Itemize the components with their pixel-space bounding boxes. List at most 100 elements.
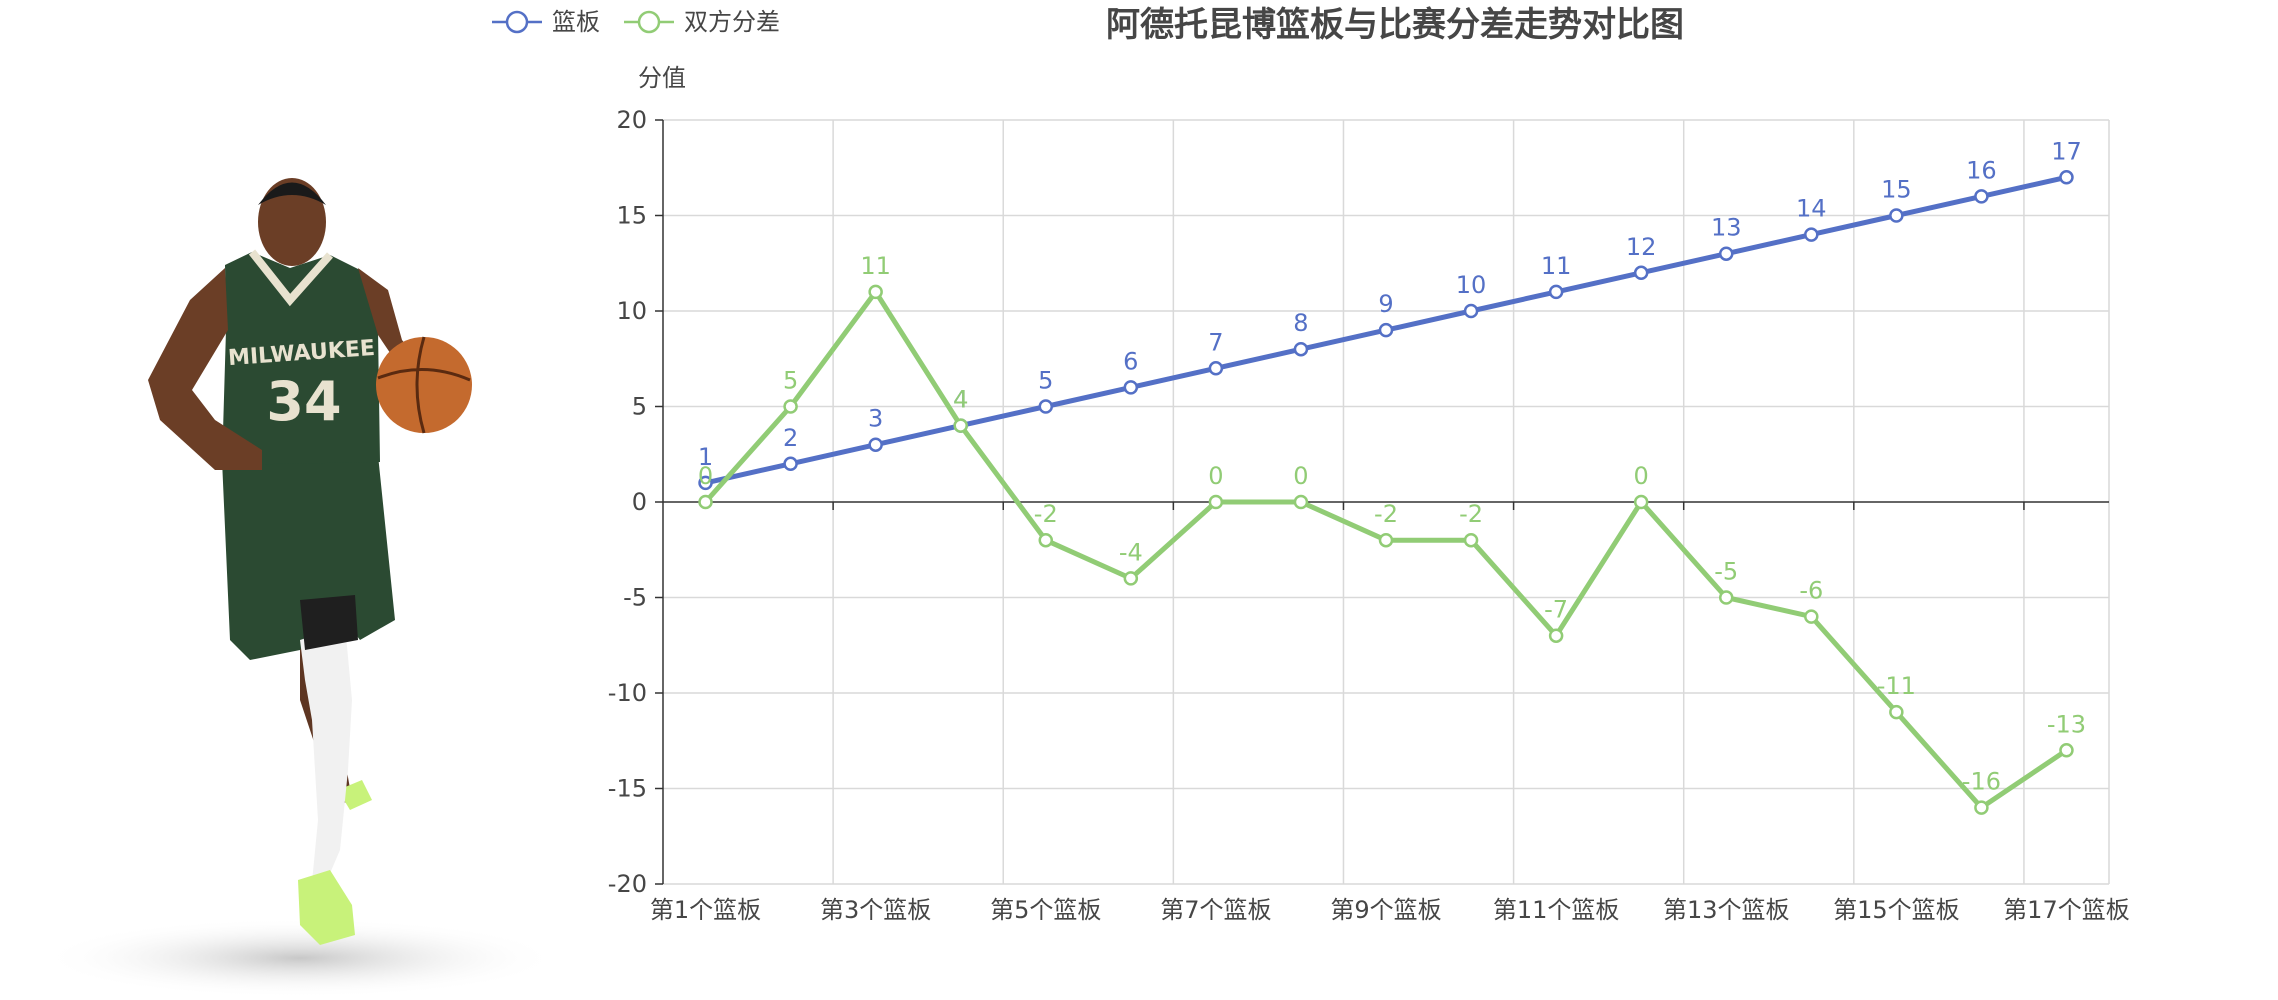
data-label: 5 — [1038, 367, 1053, 395]
data-point — [1208, 494, 1224, 510]
data-label: 9 — [1378, 290, 1393, 318]
data-label: 2 — [783, 424, 798, 452]
data-point — [698, 494, 713, 510]
data-label: 0 — [698, 462, 713, 490]
data-point — [1633, 494, 1649, 510]
data-label: -2 — [1459, 500, 1483, 528]
player-shadow — [40, 918, 560, 998]
player-illustration: MILWAUKEE 34 — [40, 178, 560, 998]
player-jersey — [222, 252, 380, 465]
data-label: -6 — [1799, 577, 1823, 605]
data-point — [1718, 590, 1734, 605]
axes: -20-15-10-505101520第1个篮板 第3个篮板 第5个篮板 第7个篮板第… — [608, 106, 2130, 924]
data-point — [1038, 532, 1054, 548]
y-tick-label: 15 — [616, 202, 647, 230]
y-axis-label: 分值 — [638, 64, 686, 92]
x-tick-label: 第7个篮板 — [1160, 896, 1271, 924]
data-label: 0 — [1293, 462, 1308, 490]
data-label: 17 — [2051, 137, 2082, 165]
data-point — [783, 456, 798, 472]
data-label: 16 — [1966, 156, 1997, 184]
player-head — [258, 178, 326, 266]
data-label: -7 — [1544, 596, 1568, 624]
player-back-shoe — [338, 780, 372, 810]
y-tick-label: 0 — [632, 488, 647, 516]
data-point — [1889, 208, 1904, 223]
data-label: -11 — [1877, 672, 1916, 700]
chart-title: 阿德托昆博篮板与比赛分差走势对比图 — [1106, 5, 1684, 45]
player-left-arm — [148, 268, 262, 470]
x-tick-label: 第15个篮板 — [1833, 896, 1960, 924]
x-tick-label: 第13个篮板 — [1663, 896, 1790, 924]
y-tick-label: 20 — [616, 106, 647, 134]
data-label: 4 — [953, 386, 968, 414]
legend: 篮板 双方分差 — [492, 8, 780, 36]
data-label: 6 — [1123, 347, 1138, 375]
data-label: 13 — [1711, 214, 1742, 242]
data-point — [1378, 532, 1394, 548]
data-point — [1293, 341, 1309, 357]
data-point — [698, 475, 713, 491]
data-label: 14 — [1796, 195, 1827, 223]
x-tick-label: 第5个篮板 — [990, 896, 1101, 924]
y-tick-label: -5 — [623, 584, 647, 612]
player-knee-sleeve — [300, 595, 358, 650]
data-label: 8 — [1293, 309, 1308, 337]
data-label: 4 — [953, 386, 968, 414]
data-point — [868, 284, 883, 300]
data-label: -16 — [1962, 768, 2001, 796]
x-tick-label: 第9个篮板 — [1330, 896, 1441, 924]
data-label: 10 — [1456, 271, 1487, 299]
y-tick-label: -20 — [608, 870, 647, 898]
series-layer — [698, 170, 2074, 815]
data-point — [1293, 494, 1309, 510]
data-point — [1889, 704, 1904, 720]
x-tick-label: 第11个篮板 — [1493, 896, 1620, 924]
jersey-number: 34 — [266, 370, 341, 433]
data-label: 11 — [860, 252, 891, 280]
data-label: 7 — [1208, 328, 1223, 356]
data-label: 12 — [1626, 233, 1657, 261]
legend-marker — [505, 10, 529, 34]
data-point — [1548, 284, 1564, 300]
data-point — [1974, 189, 1989, 204]
data-point — [1974, 800, 1989, 815]
data-point — [953, 418, 968, 433]
data-point — [1378, 322, 1394, 338]
data-label: -4 — [1119, 538, 1143, 566]
y-tick-label: 5 — [632, 393, 647, 421]
data-label: -2 — [1374, 500, 1398, 528]
data-label: 0 — [1634, 462, 1649, 490]
data-point — [783, 399, 798, 414]
data-label: 3 — [868, 405, 883, 433]
data-point — [1463, 303, 1479, 319]
data-point — [1804, 609, 1819, 624]
x-tick-label: 第17个篮板 — [2003, 896, 2130, 924]
data-point — [1718, 246, 1734, 261]
data-label: 1 — [698, 443, 713, 471]
series-line-1 — [703, 289, 2068, 811]
x-tick-label: 第1个篮板 — [650, 896, 761, 924]
data-point — [1633, 265, 1649, 281]
data-label: 11 — [1541, 252, 1572, 280]
basketball-seam — [377, 336, 471, 434]
data-point — [1123, 571, 1139, 586]
data-label: 5 — [783, 367, 798, 395]
y-tick-label: 10 — [616, 297, 647, 325]
data-point — [1804, 227, 1819, 242]
y-tick-label: -15 — [608, 775, 647, 803]
player-front-leg — [300, 625, 352, 885]
data-point — [1548, 628, 1564, 643]
data-point — [1463, 532, 1479, 548]
data-label: 15 — [1881, 176, 1912, 204]
player-front-shoe — [298, 870, 355, 945]
data-point — [868, 437, 883, 452]
data-label: -13 — [2047, 710, 2086, 738]
y-tick-label: -10 — [608, 679, 647, 707]
legend-marker — [637, 10, 661, 34]
data-label: -5 — [1714, 558, 1738, 586]
data-label: -2 — [1034, 500, 1058, 528]
player-jersey-trim — [248, 249, 333, 307]
